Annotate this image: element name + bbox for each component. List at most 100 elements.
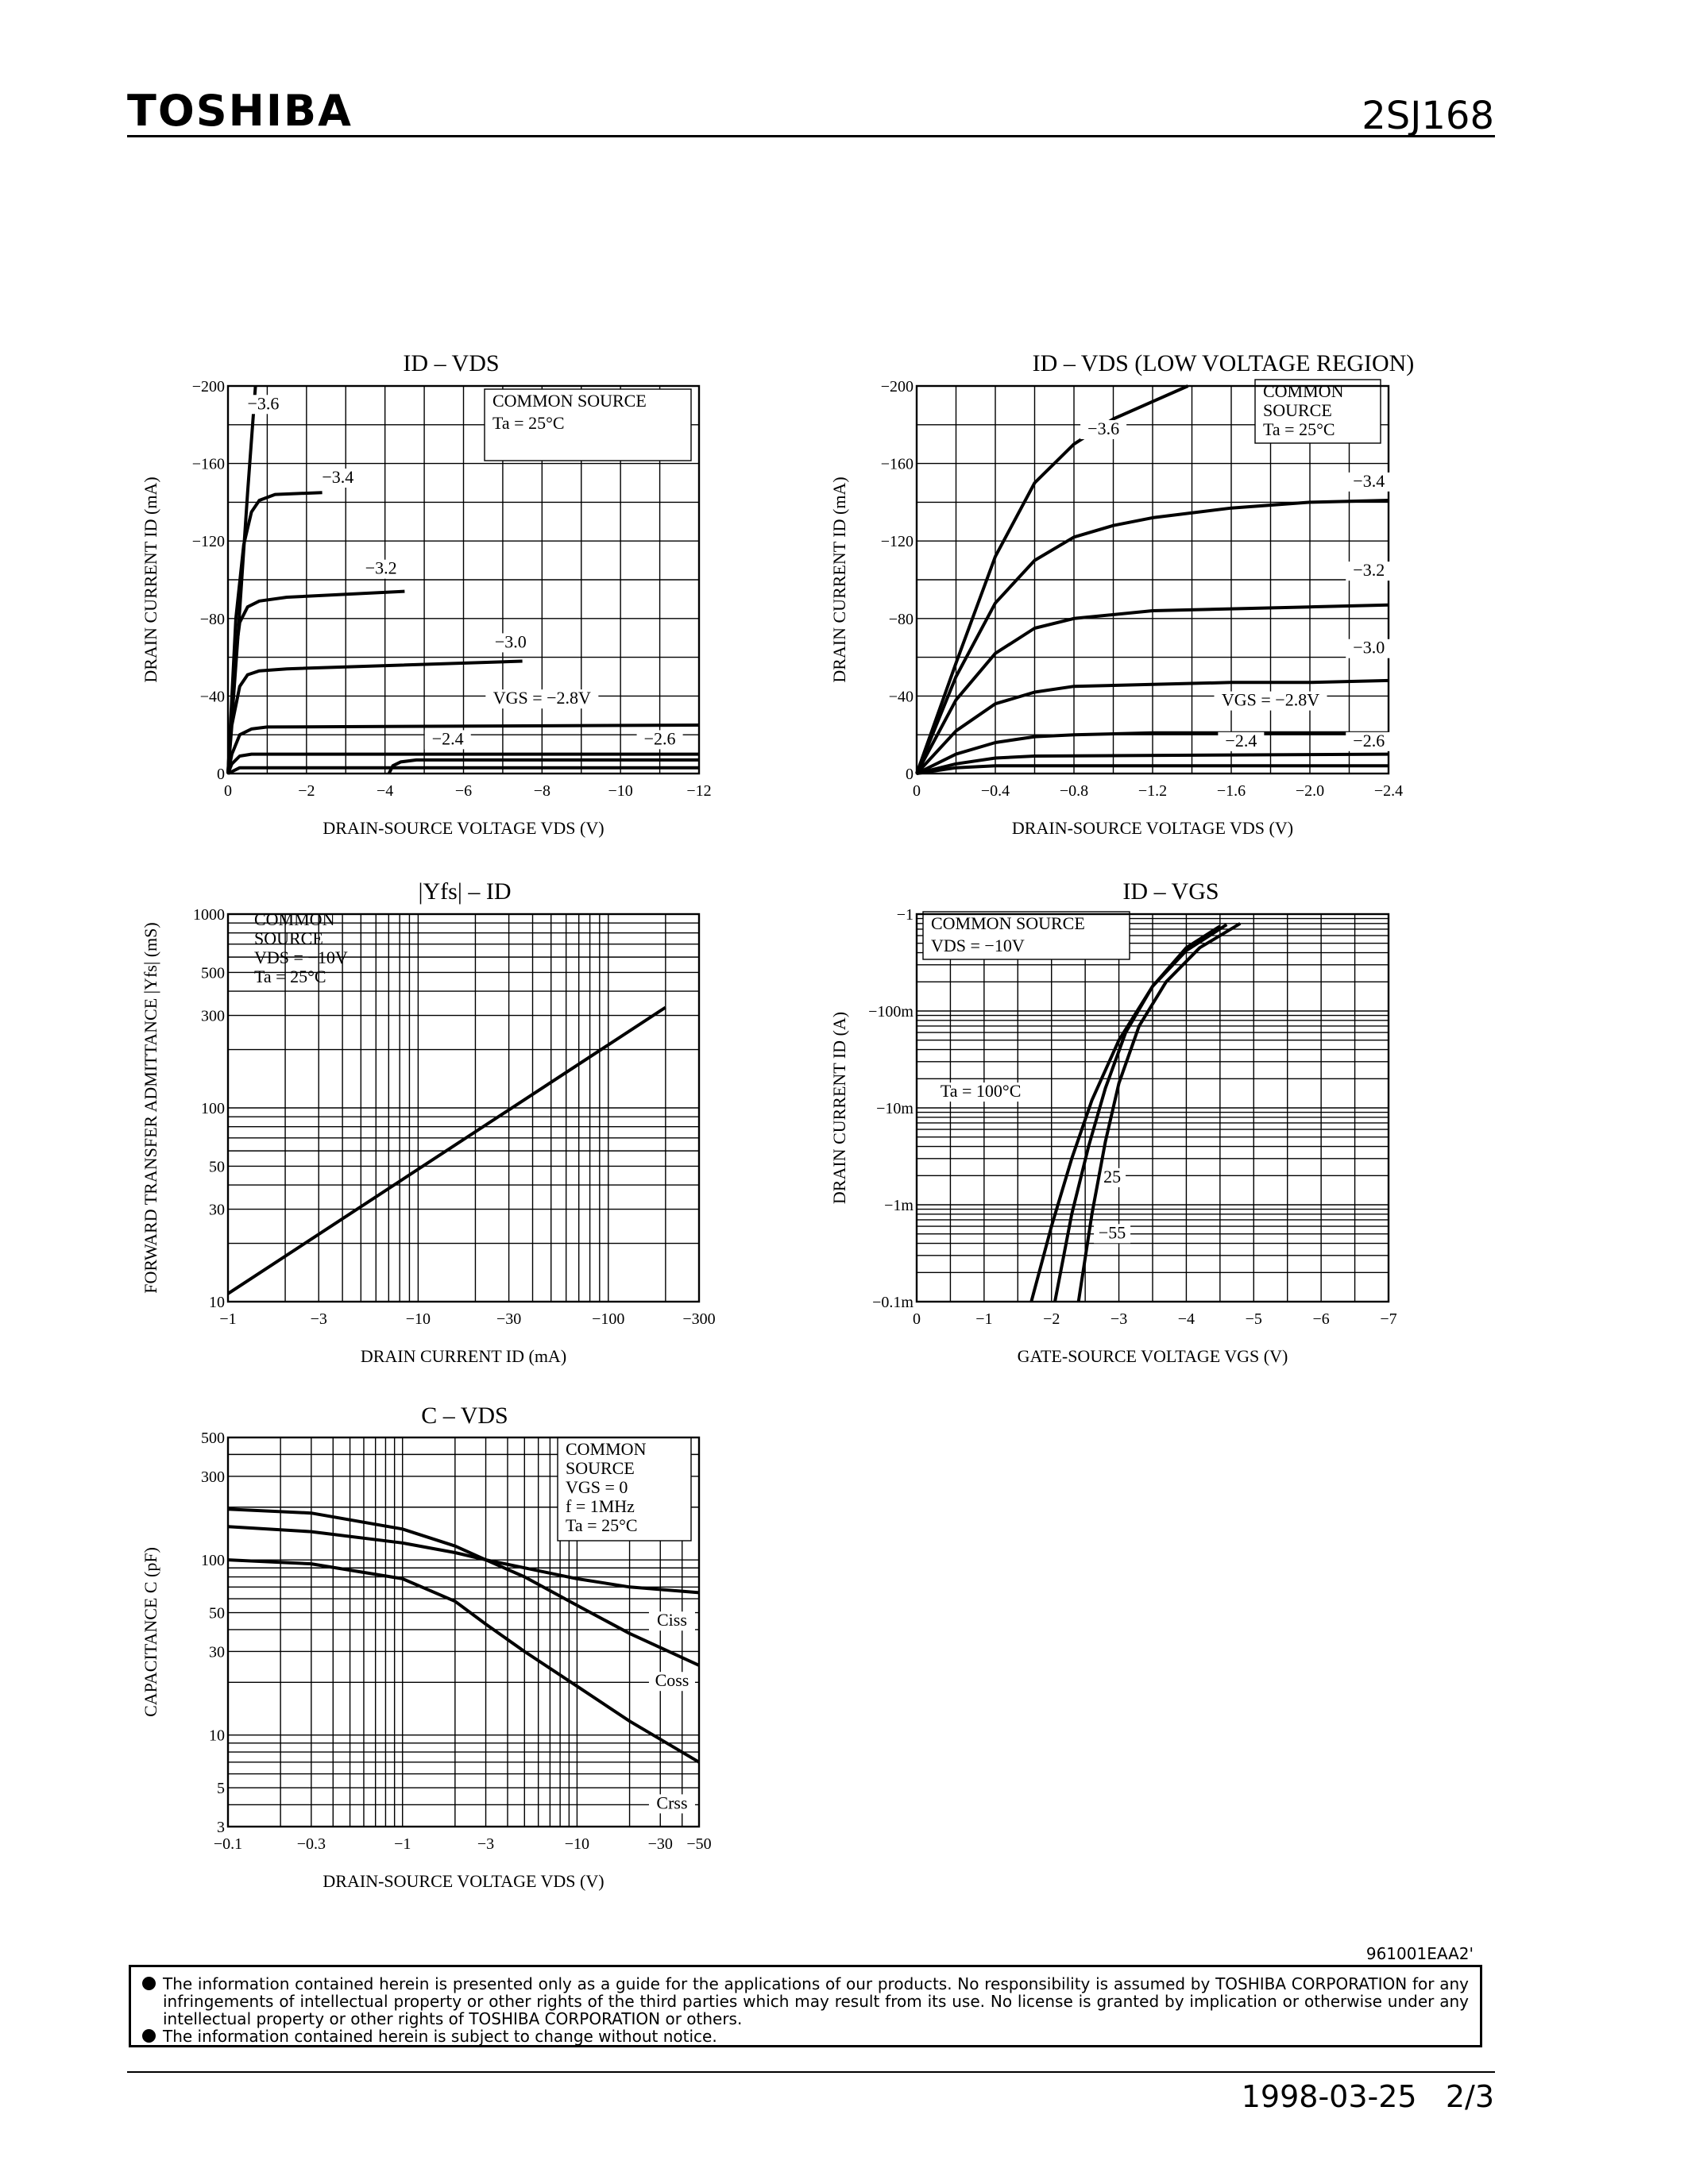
- annotation-text: Ta = 25°C: [566, 1515, 638, 1535]
- y-tick-label: 3: [217, 1819, 225, 1836]
- series-label: Ciss: [657, 1610, 687, 1630]
- x-axis-label: GATE-SOURCE VOLTAGE VGS (V): [1018, 1346, 1288, 1366]
- plot-frame: [226, 1436, 701, 1828]
- series-line: [915, 499, 1389, 774]
- label-backing: [1214, 691, 1327, 711]
- page-number: 2/3: [1445, 2079, 1494, 2114]
- x-tick-label: −3: [1111, 1310, 1127, 1328]
- annotation-text: SOURCE: [254, 928, 323, 948]
- y-tick-label: −200: [192, 378, 225, 396]
- x-tick-label: 0: [913, 1310, 921, 1328]
- y-tick-label: −200: [881, 378, 914, 396]
- annotation-text: COMMON: [1263, 381, 1344, 401]
- series-line: [916, 764, 1389, 775]
- x-tick-label: −3: [311, 1310, 327, 1328]
- series-line: [226, 1005, 666, 1295]
- label-backing: [1218, 731, 1265, 751]
- x-tick-label: −30: [648, 1835, 673, 1853]
- plot-frame: [226, 913, 701, 1303]
- annotation-text: COMMON: [254, 909, 335, 929]
- y-axis-label: CAPACITANCE C (pF): [141, 1547, 160, 1717]
- x-tick-label: −100: [592, 1310, 624, 1328]
- y-axis-label: DRAIN CURRENT ID (A): [829, 1012, 849, 1204]
- x-tick-label: −50: [686, 1835, 711, 1853]
- series-label: VGS = −2.8V: [1222, 690, 1319, 710]
- y-tick-label: 300: [201, 1008, 225, 1025]
- y-tick-label: −10m: [876, 1100, 914, 1117]
- series-line: [226, 491, 323, 774]
- y-tick-label: 1000: [193, 906, 225, 924]
- chart-title: ID – VGS: [1122, 878, 1219, 905]
- notice-item: The information contained herein is subj…: [142, 2028, 1469, 2046]
- y-axis-label: DRAIN CURRENT ID (mA): [829, 477, 849, 682]
- label-backing: [424, 730, 471, 750]
- annotation-text: VDS = −10V: [931, 936, 1025, 955]
- doc-date: 1998-03-25: [1241, 2079, 1417, 2114]
- series-label: Crss: [656, 1792, 687, 1812]
- label-backing: [1346, 639, 1393, 658]
- series-label: −2.4: [432, 728, 464, 748]
- y-tick-label: −80: [200, 611, 225, 628]
- x-tick-label: −12: [686, 782, 711, 800]
- annotation-box: [484, 388, 692, 461]
- y-tick-label: −40: [889, 688, 914, 705]
- series-label: −3.6: [248, 393, 280, 413]
- label-backing: [648, 1794, 695, 1814]
- y-tick-label: 500: [201, 964, 225, 982]
- y-tick-label: 5: [217, 1780, 225, 1797]
- y-tick-label: −0.1m: [872, 1294, 914, 1311]
- x-tick-label: −1.6: [1217, 782, 1246, 800]
- plot-frame: [226, 384, 701, 775]
- x-tick-label: −10: [406, 1310, 431, 1328]
- label-backing: [1346, 472, 1393, 492]
- brand-logo: TOSHIBA: [127, 86, 353, 136]
- label-backing: [1346, 561, 1393, 581]
- y-tick-label: 0: [906, 766, 914, 783]
- series-label: −55: [1099, 1222, 1126, 1242]
- label-backing: [1080, 420, 1127, 439]
- x-tick-label: −4: [1178, 1310, 1195, 1328]
- chart-title: ID – VDS: [403, 350, 499, 376]
- chart-c5: −0.1 −0.3 −1 −3 −10 −30 −50 3 5 10 30 50 100 300 500 C …: [141, 1403, 712, 1891]
- footer-date-page: 1998-03-25 2/3: [1242, 2079, 1494, 2114]
- series-label: VGS = −2.8V: [493, 688, 591, 708]
- series-label: −3.2: [365, 558, 397, 578]
- x-tick-label: −0.1: [214, 1835, 242, 1853]
- x-tick-label: −0.8: [1060, 782, 1088, 800]
- y-tick-label: −100m: [868, 1003, 914, 1021]
- label-backing: [1346, 731, 1393, 751]
- x-tick-label: −10: [608, 782, 633, 800]
- series-line: [1053, 923, 1228, 1302]
- series-line: [916, 731, 1389, 775]
- series-line: [226, 752, 699, 774]
- label-backing: [1099, 1167, 1126, 1187]
- annotation-text: VDS = −10V: [254, 947, 348, 967]
- x-tick-label: −1: [219, 1310, 236, 1328]
- notice-text: The information contained herein is pres…: [163, 1974, 1469, 2028]
- label-backing: [315, 469, 361, 488]
- x-tick-label: −6: [455, 782, 472, 800]
- annotation-text: Ta = 25°C: [254, 967, 326, 986]
- annotation-text: COMMON SOURCE: [931, 913, 1085, 933]
- label-backing: [929, 1082, 1033, 1102]
- x-axis-label: DRAIN CURRENT ID (mA): [361, 1346, 566, 1366]
- chart-c2: 0 −0.4 −0.8 −1.2 −1.6 −2.0 −2.4 0 −40 −80 −120 −160…: [829, 350, 1414, 838]
- x-tick-label: −8: [534, 782, 550, 800]
- x-tick-label: −2.4: [1374, 782, 1403, 800]
- series-line: [227, 766, 699, 775]
- y-tick-label: −80: [889, 611, 914, 628]
- label-backing: [240, 395, 287, 415]
- x-tick-label: −7: [1380, 1310, 1396, 1328]
- x-axis-label: DRAIN-SOURCE VOLTAGE VDS (V): [1012, 818, 1293, 838]
- y-tick-label: 300: [201, 1468, 225, 1486]
- annotation-text: SOURCE: [1263, 400, 1332, 420]
- x-tick-label: −5: [1246, 1310, 1262, 1328]
- x-tick-label: −10: [565, 1835, 589, 1853]
- series-label: Coss: [655, 1670, 689, 1690]
- annotation-text: SOURCE: [566, 1458, 635, 1478]
- y-tick-label: −1m: [884, 1197, 914, 1214]
- y-tick-label: −1: [897, 906, 914, 924]
- series-line: [1029, 924, 1221, 1302]
- plot-frame: [915, 913, 1390, 1303]
- series-label: −2.4: [1225, 731, 1257, 751]
